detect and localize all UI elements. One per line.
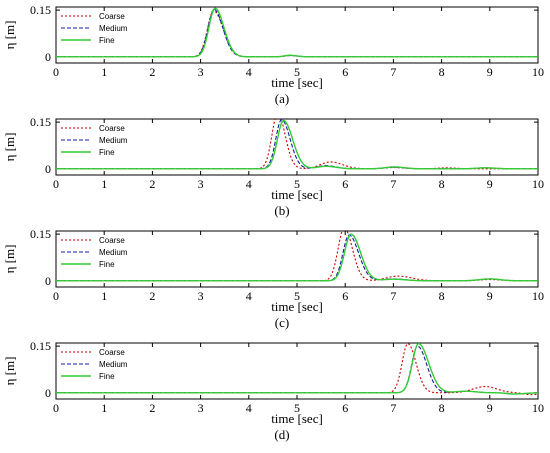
panel-label: (b) (274, 203, 289, 218)
x-tick-label: 4 (246, 177, 252, 191)
x-tick-label: 9 (487, 177, 493, 191)
x-tick-label: 6 (342, 177, 348, 191)
x-tick-label: 2 (149, 177, 155, 191)
y-tick-label: 0 (45, 274, 51, 288)
x-tick-label: 5 (294, 289, 300, 303)
x-tick-label: 5 (294, 177, 300, 191)
legend-entry-fine: Fine (99, 36, 115, 45)
x-tick-label: 2 (149, 289, 155, 303)
x-tick-label: 10 (532, 401, 544, 415)
x-tick-label: 7 (390, 289, 396, 303)
x-axis-label: time [sec] (271, 411, 323, 426)
x-tick-label: 3 (198, 177, 204, 191)
series-line-coarse (56, 231, 538, 282)
x-tick-label: 2 (149, 65, 155, 79)
x-tick-label: 3 (198, 65, 204, 79)
legend-entry-coarse: Coarse (99, 236, 125, 245)
x-tick-label: 9 (487, 65, 493, 79)
x-tick-label: 8 (439, 401, 445, 415)
legend: Coarse Medium Fine (61, 236, 128, 269)
series-line-medium (56, 8, 538, 58)
plot-frame (55, 6, 539, 64)
x-tick-label: 10 (532, 289, 544, 303)
x-tick-label: 3 (198, 289, 204, 303)
x-tick-label: 4 (246, 65, 252, 79)
y-axis-label: η [m] (2, 357, 17, 386)
x-tick-label: 1 (101, 177, 107, 191)
y-tick-label: 0 (45, 50, 51, 64)
legend: Coarse Medium Fine (61, 124, 128, 157)
y-axis-label: η [m] (2, 133, 17, 162)
series-line-fine (56, 233, 538, 282)
x-axis-label: time [sec] (271, 299, 323, 314)
series-line-fine (56, 343, 538, 395)
x-tick-label: 0 (53, 289, 59, 303)
legend-entry-fine: Fine (99, 148, 115, 157)
x-axis-label: time [sec] (271, 187, 323, 202)
x-tick-label: 1 (101, 65, 107, 79)
x-tick-label: 7 (390, 65, 396, 79)
x-tick-label: 7 (390, 401, 396, 415)
x-tick-label: 6 (342, 65, 348, 79)
legend-entry-coarse: Coarse (99, 348, 125, 357)
chart-panel-b: 0 1 2 3 4 5 6 7 8 9 10 0 0.15 η [m] time [sec](b) Coars… (2, 115, 544, 218)
x-tick-label: 6 (342, 289, 348, 303)
x-axis-label: time [sec] (271, 75, 323, 90)
y-axis-label: η [m] (2, 245, 17, 274)
y-tick-label: 0.15 (30, 227, 51, 241)
y-tick-label: 0 (45, 162, 51, 176)
legend: Coarse Medium Fine (61, 348, 128, 381)
x-tick-label: 9 (487, 401, 493, 415)
panel-label: (d) (274, 427, 289, 442)
legend-entry-coarse: Coarse (99, 12, 125, 21)
legend-entry-medium: Medium (99, 360, 128, 369)
x-tick-label: 4 (246, 289, 252, 303)
x-tick-label: 6 (342, 401, 348, 415)
x-tick-label: 10 (532, 177, 544, 191)
x-tick-label: 9 (487, 289, 493, 303)
legend-entry-medium: Medium (99, 248, 128, 257)
x-tick-label: 0 (53, 65, 59, 79)
plot-frame (55, 230, 539, 288)
x-tick-label: 7 (390, 177, 396, 191)
series-line-fine (56, 119, 538, 170)
series-line-fine (56, 7, 538, 58)
y-tick-label: 0.15 (30, 115, 51, 129)
y-tick-label: 0.15 (30, 339, 51, 353)
chart-panel-c: 0 1 2 3 4 5 6 7 8 9 10 0 0.15 η [m] time [sec](c) Coars… (2, 227, 544, 330)
x-tick-label: 0 (53, 401, 59, 415)
panel-label: (c) (275, 315, 289, 330)
x-tick-label: 1 (101, 289, 107, 303)
legend-entry-medium: Medium (99, 136, 128, 145)
series-line-coarse (56, 10, 538, 58)
x-tick-label: 8 (439, 289, 445, 303)
legend: Coarse Medium Fine (61, 12, 128, 45)
series-line-medium (56, 119, 538, 170)
x-tick-label: 8 (439, 177, 445, 191)
legend-entry-coarse: Coarse (99, 124, 125, 133)
chart-panel-d: 0 1 2 3 4 5 6 7 8 9 10 0 0.15 η [m] time [sec](d) Coars… (2, 339, 544, 442)
y-axis-label: η [m] (2, 21, 17, 50)
x-tick-label: 2 (149, 401, 155, 415)
legend-entry-fine: Fine (99, 260, 115, 269)
series-line-medium (56, 345, 538, 395)
chart-panel-a: 0 1 2 3 4 5 6 7 8 9 10 0 0.15 η [m] time [sec](a) Coars… (2, 3, 544, 106)
x-tick-label: 10 (532, 65, 544, 79)
x-tick-label: 1 (101, 401, 107, 415)
series-line-coarse (56, 343, 538, 396)
legend-entry-medium: Medium (99, 24, 128, 33)
panel-label: (a) (275, 91, 289, 106)
y-tick-label: 0.15 (30, 3, 51, 17)
legend-entry-fine: Fine (99, 372, 115, 381)
x-tick-label: 0 (53, 177, 59, 191)
y-tick-label: 0 (45, 386, 51, 400)
x-tick-label: 3 (198, 401, 204, 415)
x-tick-label: 8 (439, 65, 445, 79)
x-tick-label: 5 (294, 401, 300, 415)
series-line-medium (56, 234, 538, 282)
x-tick-label: 5 (294, 65, 300, 79)
x-tick-label: 4 (246, 401, 252, 415)
